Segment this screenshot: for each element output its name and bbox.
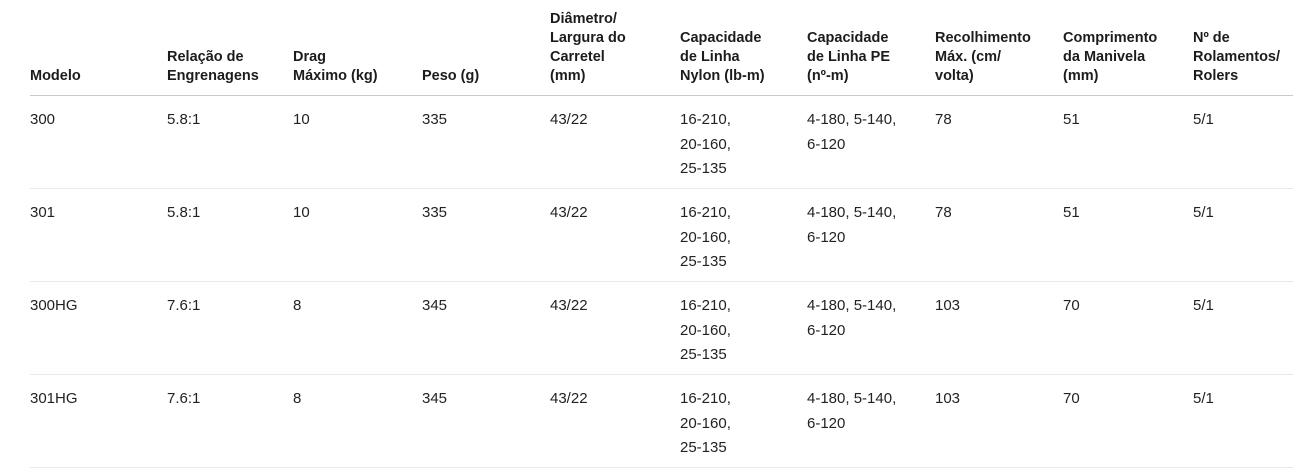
cell-rolamentos-rolers: 5/1 <box>1193 374 1293 468</box>
reel-spec-table: Modelo Relação de Engrenagens Drag Máxim… <box>30 0 1293 468</box>
cell-diametro-largura-carretel: 43/22 <box>550 281 680 375</box>
table-row-300hg: 300HG 7.6:1 8 345 43/22 16-210, 20-160, … <box>30 281 1293 375</box>
cell-modelo: 301HG <box>30 374 167 468</box>
cell-comprimento-manivela: 51 <box>1063 95 1193 189</box>
cell-diametro-largura-carretel: 43/22 <box>550 95 680 189</box>
col-header-recolhimento-max: Recolhimento Máx. (cm/ volta) <box>935 0 1063 96</box>
col-header-capacidade-linha-pe: Capacidade de Linha PE (nº-m) <box>807 0 935 96</box>
cell-diametro-largura-carretel: 43/22 <box>550 374 680 468</box>
cell-recolhimento-max: 103 <box>935 374 1063 468</box>
cell-modelo: 301 <box>30 188 167 282</box>
cell-drag-maximo: 8 <box>293 374 422 468</box>
table-row-300: 300 5.8:1 10 335 43/22 16-210, 20-160, 2… <box>30 95 1293 189</box>
cell-capacidade-linha-pe: 4-180, 5-140, 6-120 <box>807 95 935 189</box>
cell-relacao-engrenagens: 7.6:1 <box>167 374 293 468</box>
col-header-drag-maximo: Drag Máximo (kg) <box>293 0 422 96</box>
cell-modelo: 300HG <box>30 281 167 375</box>
cell-peso: 335 <box>422 188 550 282</box>
col-header-rolamentos-rolers: Nº de Rolamentos/ Rolers <box>1193 0 1293 96</box>
cell-recolhimento-max: 78 <box>935 188 1063 282</box>
table-row-301: 301 5.8:1 10 335 43/22 16-210, 20-160, 2… <box>30 188 1293 282</box>
col-header-diametro-largura-carretel: Diâmetro/ Largura do Carretel (mm) <box>550 0 680 96</box>
col-header-peso: Peso (g) <box>422 0 550 96</box>
col-header-modelo: Modelo <box>30 0 167 96</box>
cell-comprimento-manivela: 70 <box>1063 281 1193 375</box>
cell-peso: 345 <box>422 374 550 468</box>
cell-comprimento-manivela: 70 <box>1063 374 1193 468</box>
cell-rolamentos-rolers: 5/1 <box>1193 95 1293 189</box>
col-header-relacao-engrenagens: Relação de Engrenagens <box>167 0 293 96</box>
cell-modelo: 300 <box>30 95 167 189</box>
col-header-capacidade-linha-nylon: Capacidade de Linha Nylon (lb-m) <box>680 0 807 96</box>
col-header-comprimento-manivela: Comprimento da Manivela (mm) <box>1063 0 1193 96</box>
cell-capacidade-linha-nylon: 16-210, 20-160, 25-135 <box>680 374 807 468</box>
table-row-301hg: 301HG 7.6:1 8 345 43/22 16-210, 20-160, … <box>30 374 1293 468</box>
cell-recolhimento-max: 103 <box>935 281 1063 375</box>
product-spec-section: Modelo Relação de Engrenagens Drag Máxim… <box>30 0 1293 468</box>
cell-relacao-engrenagens: 7.6:1 <box>167 281 293 375</box>
cell-rolamentos-rolers: 5/1 <box>1193 281 1293 375</box>
cell-capacidade-linha-pe: 4-180, 5-140, 6-120 <box>807 188 935 282</box>
cell-peso: 345 <box>422 281 550 375</box>
cell-relacao-engrenagens: 5.8:1 <box>167 188 293 282</box>
cell-comprimento-manivela: 51 <box>1063 188 1193 282</box>
cell-diametro-largura-carretel: 43/22 <box>550 188 680 282</box>
cell-drag-maximo: 10 <box>293 95 422 189</box>
cell-capacidade-linha-pe: 4-180, 5-140, 6-120 <box>807 281 935 375</box>
cell-drag-maximo: 8 <box>293 281 422 375</box>
cell-capacidade-linha-nylon: 16-210, 20-160, 25-135 <box>680 188 807 282</box>
cell-capacidade-linha-nylon: 16-210, 20-160, 25-135 <box>680 95 807 189</box>
cell-drag-maximo: 10 <box>293 188 422 282</box>
cell-peso: 335 <box>422 95 550 189</box>
header-row: Modelo Relação de Engrenagens Drag Máxim… <box>30 0 1293 96</box>
cell-relacao-engrenagens: 5.8:1 <box>167 95 293 189</box>
cell-capacidade-linha-nylon: 16-210, 20-160, 25-135 <box>680 281 807 375</box>
cell-rolamentos-rolers: 5/1 <box>1193 188 1293 282</box>
cell-capacidade-linha-pe: 4-180, 5-140, 6-120 <box>807 374 935 468</box>
cell-recolhimento-max: 78 <box>935 95 1063 189</box>
